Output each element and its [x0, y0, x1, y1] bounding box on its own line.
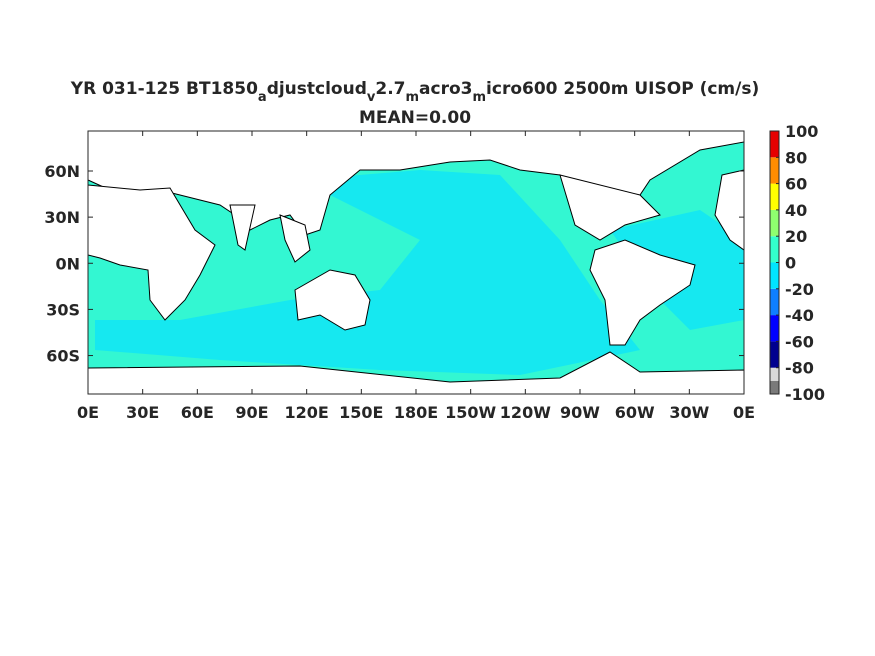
colorbar-tick-label: 80 [785, 148, 807, 167]
colorbar-tick-label: 20 [785, 227, 807, 246]
colorbar-tick-label: -100 [785, 385, 825, 404]
colorbar-tick-label: 0 [785, 254, 796, 273]
land-namerica [559, 174, 661, 241]
title-part: djustcloud [267, 79, 367, 99]
mean-label: MEAN=0.00 [359, 108, 471, 128]
land-africa [87, 184, 216, 321]
colorbar-tick-label: 40 [785, 201, 807, 220]
colorbar-tick-label: -60 [785, 332, 814, 351]
colorbar-segment [770, 131, 779, 158]
title-part: 2.7 [375, 79, 405, 99]
map-area [87, 130, 745, 395]
x-tick-label: 150E [339, 403, 383, 422]
ocean-cyan [95, 170, 640, 375]
title-part: icro600 2500m UISOP (cm/s) [486, 79, 759, 99]
colorbar-segment [770, 262, 779, 289]
colorbar-segment [770, 315, 779, 342]
x-tick-label: 180E [394, 403, 438, 422]
y-tick-label: 0N [55, 254, 80, 273]
colorbar-segment [770, 288, 779, 316]
colorbar-segment [770, 183, 779, 210]
y-tick-label: 30N [44, 208, 80, 227]
colorbar-segment [770, 341, 779, 368]
colorbar-tick-label: 100 [785, 122, 818, 141]
colorbar-tick-label: -80 [785, 359, 814, 378]
land-australia [294, 269, 371, 331]
colorbar-tick-label: -40 [785, 306, 814, 325]
colorbar-segment [770, 367, 779, 381]
land-seasia [279, 214, 311, 263]
title-subscript: a [258, 90, 267, 105]
x-tick-label: 60W [615, 403, 655, 422]
x-tick-label: 30E [126, 403, 159, 422]
x-tick-label: 150W [445, 403, 496, 422]
colorbar-segment [770, 380, 779, 394]
colorbar-segment [770, 157, 779, 184]
colorbar-tick-label: 60 [785, 175, 807, 194]
land-india [229, 204, 256, 251]
colorbar-segment [770, 209, 779, 237]
title-part: YR 031-125 BT1850 [70, 79, 258, 99]
x-tick-label: 60E [181, 403, 214, 422]
x-tick-label: 90E [235, 403, 268, 422]
title-part: acro3 [419, 79, 472, 99]
x-tick-label: 0E [77, 403, 99, 422]
y-tick-label: 60N [44, 162, 80, 181]
colorbar-segment [770, 236, 779, 263]
x-tick-label: 90W [560, 403, 600, 422]
colorbar-tick-label: -20 [785, 280, 814, 299]
land-samerica [589, 239, 696, 346]
x-tick-label: 120W [500, 403, 551, 422]
y-tick-label: 60S [46, 347, 80, 366]
title-subscript: v [367, 90, 376, 105]
y-tick-label: 30S [46, 300, 80, 319]
map-title: YR 031-125 BT1850adjustcloudv2.7macro3mi… [70, 79, 759, 105]
title-subscript: m [473, 90, 487, 105]
x-tick-label: 0E [733, 403, 755, 422]
x-tick-label: 120E [285, 403, 329, 422]
x-tick-label: 30W [669, 403, 709, 422]
title-subscript: m [406, 90, 420, 105]
